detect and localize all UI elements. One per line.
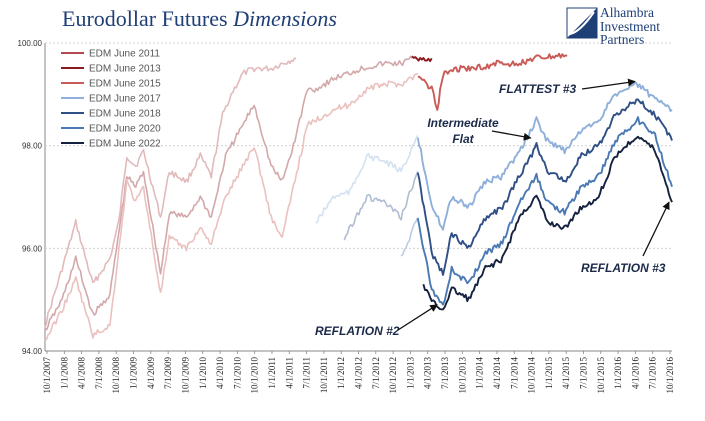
annotation-arrow <box>581 78 636 90</box>
annotation-label: Intermediate Flat <box>427 116 499 146</box>
annotation-label: FLATTEST #3 <box>499 82 576 96</box>
x-tick-label: 1/1/2016 <box>613 357 623 390</box>
series-line-faded <box>44 55 413 331</box>
x-tick-label: 7/1/2011 <box>302 357 312 389</box>
annotation-arrow <box>397 304 438 331</box>
y-tick-label: 96.00 <box>22 244 43 253</box>
x-tick-label: 1/1/2009 <box>129 357 139 390</box>
x-tick-label: 1/1/2011 <box>267 357 277 389</box>
annotation-label: REFLATION #2 <box>315 324 400 338</box>
annotation-arrow <box>491 130 532 141</box>
y-tick-label: 100.00 <box>18 39 43 48</box>
x-tick-label: 10/1/2008 <box>111 357 121 394</box>
x-tick-label: 7/1/2012 <box>371 357 381 389</box>
series-line <box>417 52 568 111</box>
annotation-label: REFLATION #3 <box>581 261 666 275</box>
x-tick-label: 7/1/2008 <box>94 357 104 390</box>
x-tick-label: 4/1/2011 <box>284 357 294 389</box>
legend-label: EDM June 2022 <box>89 139 161 150</box>
legend-label: EDM June 2013 <box>89 64 161 75</box>
x-tick-label: 7/1/2013 <box>440 357 450 390</box>
x-tick-label: 1/1/2014 <box>475 357 485 390</box>
chart-legend: EDM June 2011 EDM June 2013 EDM June 2015 E… <box>61 49 161 150</box>
legend-label: EDM June 2017 <box>89 94 161 105</box>
x-tick-label: 1/1/2015 <box>544 357 554 390</box>
series-line <box>411 55 433 63</box>
x-tick-label: 7/1/2009 <box>163 357 173 390</box>
legend-label: EDM June 2018 <box>89 109 161 120</box>
x-tick-label: 4/1/2013 <box>423 357 433 390</box>
series-line <box>416 116 673 306</box>
x-tick-label: 10/1/2014 <box>527 357 537 394</box>
annotations: FLATTEST #3 Intermediate Flat REFLATION #2 R… <box>315 78 670 338</box>
x-tick-label: 10/1/2010 <box>250 357 260 394</box>
x-tick-label: 4/1/2008 <box>77 357 87 390</box>
x-tick-label: 7/1/2014 <box>509 357 519 390</box>
x-tick-label: 10/1/2007 <box>42 357 52 394</box>
legend-label: EDM June 2015 <box>89 79 161 90</box>
x-tick-label: 7/1/2015 <box>579 357 589 390</box>
series-line-faded <box>44 73 418 341</box>
chart-title: Eurodollar Futures Dimensions <box>62 6 337 32</box>
x-tick-label: 7/1/2016 <box>648 357 658 390</box>
x-tick-label: 10/1/2013 <box>457 357 467 394</box>
x-tick-label: 10/1/2015 <box>596 357 606 394</box>
legend-label: EDM June 2011 <box>89 49 160 60</box>
x-tick-label: 7/1/2010 <box>232 357 242 390</box>
x-tick-label: 10/1/2009 <box>180 357 190 394</box>
alhambra-logo-icon <box>566 7 598 39</box>
chart-grid <box>44 42 672 352</box>
series-line-faded <box>315 134 419 224</box>
series-line-faded <box>343 171 419 241</box>
x-tick-label: 1/1/2008 <box>59 357 69 390</box>
x-tick-label: 10/1/2012 <box>388 357 398 394</box>
x-tick-label: 1/1/2010 <box>198 357 208 390</box>
x-tick-label: 4/1/2012 <box>354 357 364 389</box>
x-tick-label: 10/1/2016 <box>665 357 675 394</box>
series-line <box>416 81 673 231</box>
chart-title-italic: Dimensions <box>233 6 337 31</box>
x-tick-label: 1/1/2013 <box>405 357 415 390</box>
x-tick-label: 1/1/2012 <box>336 357 346 389</box>
x-tick-label: 4/1/2014 <box>492 357 502 390</box>
faded-series-layer <box>44 55 419 341</box>
series-line <box>422 135 673 311</box>
series-line-faded <box>400 217 419 257</box>
annotation-arrow <box>642 201 670 257</box>
x-tick-label: 10/1/2011 <box>319 357 329 393</box>
x-tick-label: 4/1/2010 <box>215 357 225 390</box>
x-tick-label: 4/1/2009 <box>146 357 156 390</box>
x-tick-label: 4/1/2016 <box>630 357 640 390</box>
chart-title-main: Eurodollar Futures <box>62 6 234 31</box>
series-line-faded <box>44 57 297 328</box>
x-axis-ticks: 10/1/2007 1/1/2008 4/1/2008 7/1/2008 10/1/20… <box>42 351 675 394</box>
legend-label: EDM June 2020 <box>89 124 161 135</box>
x-tick-label: 4/1/2015 <box>561 357 571 390</box>
y-axis-ticks: 94.00 96.00 98.00 100.00 <box>18 39 43 356</box>
y-tick-label: 94.00 <box>22 347 43 356</box>
y-tick-label: 98.00 <box>22 142 43 151</box>
series-line <box>416 98 673 276</box>
